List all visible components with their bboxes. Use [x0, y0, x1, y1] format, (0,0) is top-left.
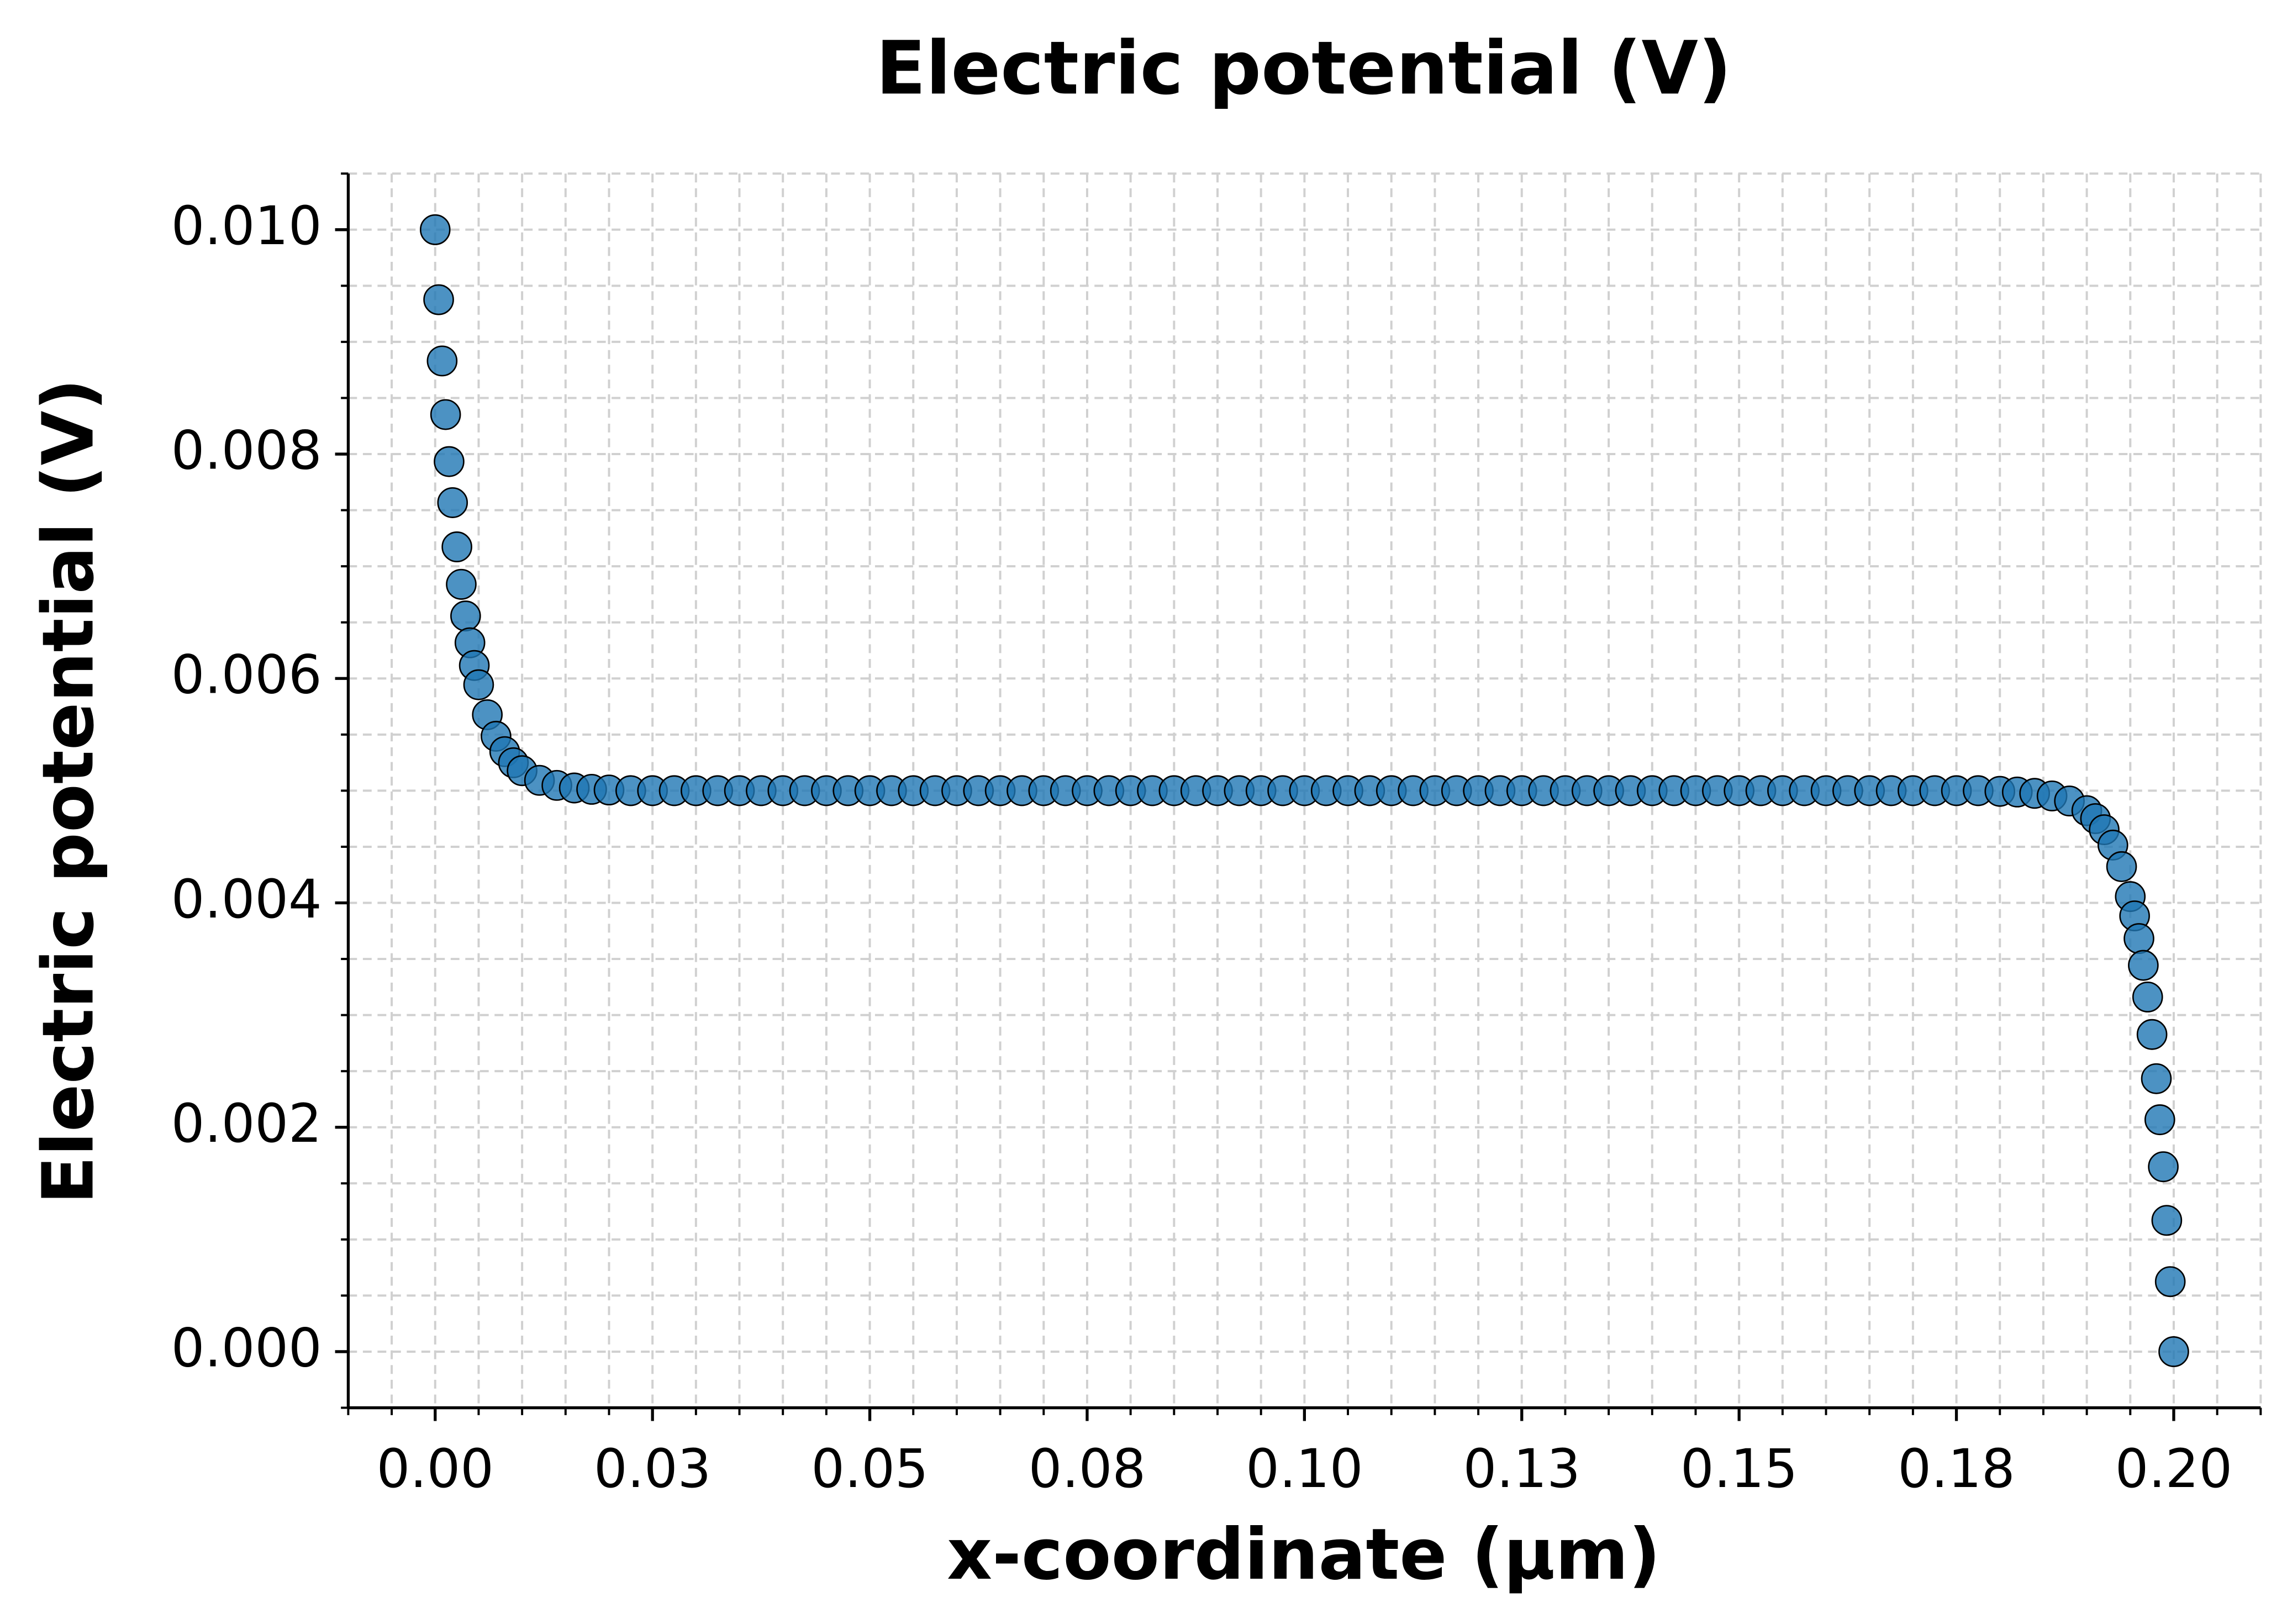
chart-title: Electric potential (V): [876, 26, 1732, 111]
x-tick-label: 0.08: [1029, 1438, 1146, 1500]
x-tick-label: 0.18: [1898, 1438, 2015, 1500]
point: [450, 600, 481, 632]
points: [419, 214, 2189, 1367]
x-axis-label: x-coordinate (µm): [947, 1514, 1661, 1596]
point: [2141, 1063, 2172, 1094]
x-tick-label: 0.05: [811, 1438, 928, 1500]
point: [437, 487, 468, 518]
grid: [347, 172, 2262, 1409]
point: [2144, 1104, 2175, 1136]
y-tick-label: 0.000: [171, 1317, 322, 1379]
x-tick-label: 0.13: [1463, 1438, 1580, 1500]
point: [423, 284, 454, 315]
y-tick-label: 0.006: [171, 644, 322, 705]
point: [2128, 950, 2159, 981]
point: [2132, 981, 2163, 1013]
point: [2151, 1205, 2183, 1236]
point: [2106, 851, 2137, 882]
point: [430, 399, 461, 430]
y-tick-label: 0.008: [171, 419, 322, 481]
point: [463, 669, 494, 700]
y-tick-label: 0.004: [171, 868, 322, 930]
point: [426, 345, 458, 377]
point: [2154, 1266, 2186, 1298]
x-tick-label: 0.00: [377, 1438, 494, 1500]
x-tick-label: 0.03: [594, 1438, 711, 1500]
x-tick-label: 0.20: [2115, 1438, 2232, 1500]
point: [441, 531, 472, 562]
axes: 0.00 0.03 0.05 0.08 0.10 0.13 0.15 0.18 0.20 0.00…: [171, 172, 2262, 1500]
x-tick-label: 0.15: [1680, 1438, 1798, 1500]
point: [434, 446, 465, 477]
y-tick-label: 0.010: [171, 195, 322, 257]
x-tick-label: 0.10: [1246, 1438, 1363, 1500]
point: [2136, 1019, 2168, 1050]
point: [419, 214, 451, 245]
point: [2148, 1151, 2179, 1183]
point: [2158, 1336, 2189, 1367]
point: [2123, 923, 2154, 955]
y-tick-label: 0.002: [171, 1093, 322, 1154]
point: [446, 568, 477, 600]
y-axis-label: Electric potential (V): [28, 378, 110, 1204]
